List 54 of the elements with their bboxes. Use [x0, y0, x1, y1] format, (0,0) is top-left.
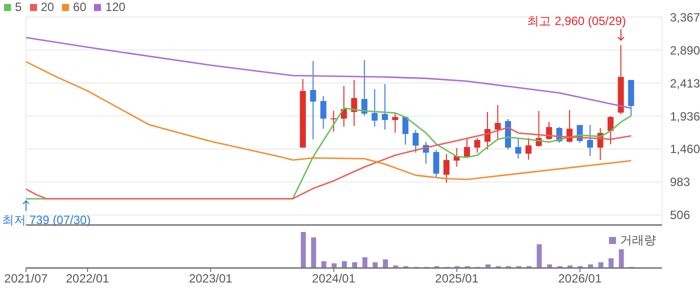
candlestick [361, 59, 368, 116]
annotation: 최저 739 (07/30) [2, 212, 91, 227]
x-tick-label: 2026/01 [558, 272, 602, 286]
y-tick-label: 3,367 [670, 10, 700, 24]
bar [300, 232, 306, 268]
x-tick-label: 2022/01 [66, 272, 110, 286]
candlestick [382, 83, 388, 130]
candlestick [402, 116, 408, 146]
y-tick-label: 506 [670, 208, 690, 222]
candlestick [494, 104, 501, 140]
legend-label: 5 [15, 0, 22, 14]
bar [352, 262, 358, 268]
y-tick-label: 1,460 [670, 142, 700, 156]
x-tick-label: 2021/07 [4, 272, 48, 286]
y-tick-label: 2,890 [670, 43, 700, 58]
legend-label: 거래량 [620, 232, 656, 249]
candlestick [515, 138, 522, 160]
candlestick [330, 110, 337, 132]
x-tick-label: 2025/01 [435, 272, 479, 286]
candlestick [433, 149, 440, 178]
annotation: 최고 2,960 (05/29) [527, 14, 626, 28]
line-series [26, 61, 632, 180]
legend-label: 60 [73, 0, 86, 14]
bar [342, 261, 347, 268]
candlestick [443, 154, 450, 184]
bar [536, 244, 542, 268]
bar [372, 262, 378, 268]
bar [362, 257, 368, 268]
candlestick [392, 112, 398, 134]
candlestick [320, 96, 326, 130]
candlestick [310, 60, 316, 140]
line-series [26, 126, 632, 200]
bar [618, 249, 624, 268]
y-tick-label: 2,413 [670, 76, 700, 90]
candlestick [464, 138, 470, 158]
legend-label: 120 [105, 0, 126, 14]
legend-label: 20 [40, 0, 54, 14]
y-tick-label: 983 [670, 175, 690, 190]
candlestick [372, 88, 378, 128]
candlestick [608, 116, 614, 145]
bar [608, 258, 614, 268]
x-tick-label: 2023/01 [188, 272, 233, 286]
line-series [26, 36, 632, 109]
x-tick-label: 2024/01 [312, 272, 356, 286]
bar [598, 262, 604, 268]
candlestick [587, 124, 594, 157]
candlestick [474, 138, 480, 154]
bar [382, 259, 388, 268]
bar [321, 261, 326, 268]
bar [311, 237, 316, 268]
candlestick [526, 138, 532, 160]
y-tick-label: 1,936 [670, 109, 700, 124]
candlestick [351, 80, 358, 126]
candlestick [412, 129, 419, 154]
